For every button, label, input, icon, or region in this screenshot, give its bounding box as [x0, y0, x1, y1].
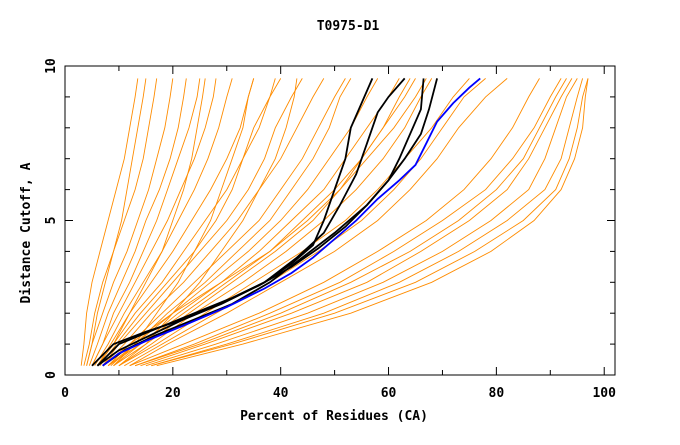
y-tick-label: 10: [44, 58, 59, 74]
series-line-31: [80, 78, 139, 366]
series-line-13: [107, 78, 352, 367]
series-line-2: [86, 78, 174, 366]
series-line-3: [88, 78, 187, 366]
series-line-27: [156, 78, 589, 367]
series-layer: [80, 77, 589, 367]
series-line-6: [94, 78, 233, 366]
series-line-0: [86, 78, 147, 366]
series-line-21: [102, 78, 427, 367]
series-line-23: [140, 78, 573, 367]
series-line-30: [129, 78, 540, 367]
series-line-11: [102, 78, 325, 367]
highlight-line-38: [96, 78, 438, 367]
y-axis-label: Distance Cutoff, A: [19, 162, 34, 303]
series-line-12: [107, 78, 346, 367]
chart-title: T0975-D1: [317, 19, 380, 34]
series-line-20: [129, 78, 508, 367]
x-tick-label: 0: [61, 386, 69, 401]
series-line-34: [118, 78, 298, 367]
x-axis-label: Percent of Residues (CA): [240, 409, 428, 424]
x-tick-label: 60: [381, 386, 397, 401]
highlight-line-36: [91, 77, 406, 367]
series-line-4: [91, 78, 201, 366]
x-tick-label: 100: [592, 386, 616, 401]
highlight-line-37: [102, 78, 425, 367]
y-tick-label: 5: [44, 217, 59, 225]
series-line-10: [102, 78, 303, 366]
x-tick-label: 80: [489, 386, 505, 401]
series-line-32: [97, 78, 206, 366]
series-line-8: [97, 78, 276, 366]
highlight-line-39: [102, 77, 481, 367]
series-line-22: [107, 78, 411, 367]
y-tick-label: 0: [44, 371, 59, 379]
series-line-28: [134, 78, 562, 367]
x-tick-label: 20: [165, 386, 181, 401]
series-line-5: [91, 78, 217, 366]
series-line-26: [151, 78, 589, 367]
series-line-24: [145, 78, 578, 367]
ticks-layer: 0 20 40 60 80 100 0 5 10: [44, 58, 616, 401]
series-line-33: [113, 78, 255, 367]
series-line-15: [113, 78, 400, 367]
plot-frame: [64, 65, 616, 376]
series-line-1: [83, 78, 158, 366]
series-line-9: [99, 78, 282, 366]
x-tick-label: 40: [273, 386, 289, 401]
series-line-19: [124, 78, 486, 367]
series-line-25: [151, 78, 584, 367]
series-line-29: [134, 78, 567, 367]
series-line-7: [97, 78, 255, 366]
